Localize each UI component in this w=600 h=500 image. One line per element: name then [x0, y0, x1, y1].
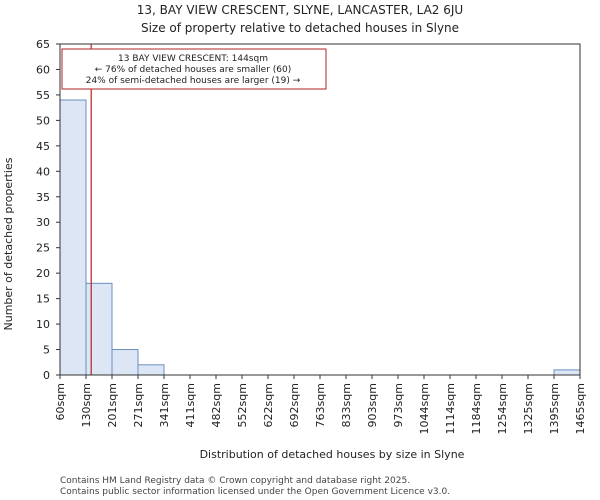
axes-group: [59, 43, 581, 376]
x-tick-label-903sqm: 903sqm: [366, 383, 379, 427]
annotation-box: 13 BAY VIEW CRESCENT: 144sqm ← 76% of de…: [61, 48, 327, 90]
y-tick-label-25: 25: [36, 242, 50, 255]
y-tick-label-30: 30: [36, 216, 50, 229]
x-tick-label-622sqm: 622sqm: [262, 383, 275, 427]
x-tick-label-482sqm: 482sqm: [210, 383, 223, 427]
x-tick-label-1184sqm: 1184sqm: [470, 383, 483, 434]
annotation-line-3: 24% of semi-detached houses are larger (…: [86, 76, 301, 86]
y-tick-label-45: 45: [36, 140, 50, 153]
y-tick-label-40: 40: [36, 165, 50, 178]
y-tick-label-60: 60: [36, 63, 50, 76]
annotation-line-2: ← 76% of detached houses are smaller (60…: [95, 65, 292, 75]
x-tick-label-201sqm: 201sqm: [106, 383, 119, 427]
x-tick-label-833sqm: 833sqm: [340, 383, 353, 427]
bar-60sqm: [59, 99, 87, 376]
x-tick-label-973sqm: 973sqm: [392, 383, 405, 427]
y-tick-label-35: 35: [36, 191, 50, 204]
x-tick-label-1254sqm: 1254sqm: [496, 383, 509, 434]
x-tick-label-341sqm: 341sqm: [158, 383, 171, 427]
x-tick-label-130sqm: 130sqm: [80, 383, 93, 427]
x-tick-label-411sqm: 411sqm: [184, 383, 197, 427]
y-tick-label-50: 50: [36, 114, 50, 127]
x-tick-label-271sqm: 271sqm: [132, 383, 145, 427]
y-tick-label-65: 65: [36, 38, 50, 51]
x-ticks-group: 60sqm 130sqm 201sqm 271sqm 341sqm 411sqm 482sq…: [54, 375, 587, 434]
x-tick-label-1114sqm: 1114sqm: [444, 383, 457, 434]
x-tick-label-1465sqm: 1465sqm: [574, 383, 587, 434]
x-axis-label: Distribution of detached houses by size …: [200, 448, 465, 461]
y-tick-label-55: 55: [36, 89, 50, 102]
annotation-box-border: [61, 48, 327, 90]
chart-subtitle: Size of property relative to detached ho…: [141, 21, 459, 35]
x-tick-label-692sqm: 692sqm: [288, 383, 301, 427]
y-tick-label-0: 0: [43, 369, 50, 382]
y-tick-label-15: 15: [36, 293, 50, 306]
y-ticks-group: 0 5 10 15 20 25 30 35 40 45 50 55 60 65: [36, 38, 60, 382]
x-tick-label-60sqm: 60sqm: [54, 383, 67, 420]
x-tick-label-763sqm: 763sqm: [314, 383, 327, 427]
x-tick-label-552sqm: 552sqm: [236, 383, 249, 427]
bar-201sqm: [111, 349, 139, 376]
y-axis-label: Number of detached properties: [2, 157, 15, 330]
footer-line-2: Contains public sector information licen…: [60, 487, 450, 497]
x-tick-label-1044sqm: 1044sqm: [418, 383, 431, 434]
y-tick-label-5: 5: [43, 344, 50, 357]
annotation-line-1: 13 BAY VIEW CRESCENT: 144sqm: [118, 54, 268, 64]
y-tick-label-10: 10: [36, 318, 50, 331]
x-tick-label-1395sqm: 1395sqm: [548, 383, 561, 434]
bar-1395sqm: [553, 369, 581, 376]
x-tick-label-1325sqm: 1325sqm: [522, 383, 535, 434]
footer-line-1: Contains HM Land Registry data © Crown c…: [60, 476, 410, 486]
chart-title: 13, BAY VIEW CRESCENT, SLYNE, LANCASTER,…: [137, 3, 463, 17]
y-tick-label-20: 20: [36, 267, 50, 280]
bar-130sqm: [85, 282, 113, 376]
plot-frame: [59, 43, 581, 376]
bars-group: [59, 99, 581, 376]
bar-271sqm: [137, 364, 165, 376]
